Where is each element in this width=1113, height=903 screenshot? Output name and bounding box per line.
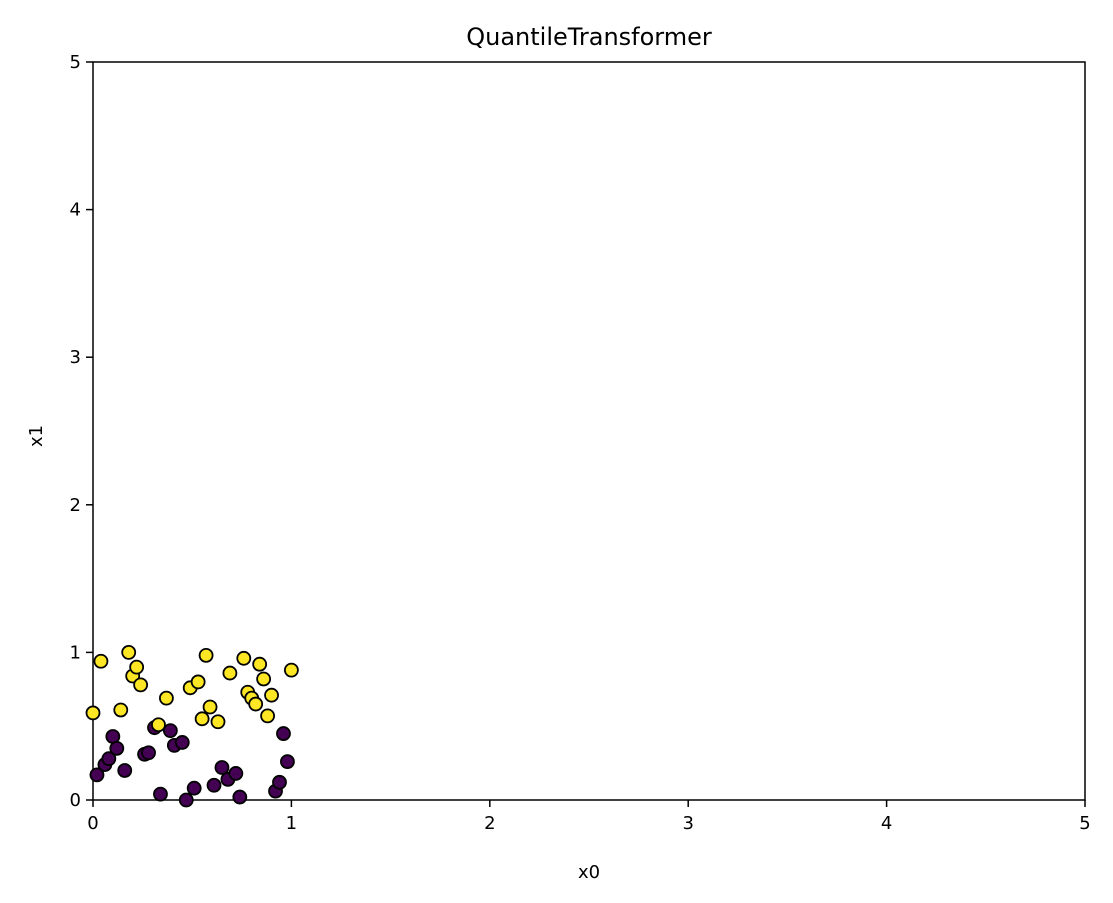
scatter-point-class-0	[109, 740, 125, 756]
scatter-point-class-1	[248, 696, 264, 712]
plot-frame	[92, 61, 1086, 801]
y-axis-ticks: 0 1 2 3 4 5	[70, 52, 93, 811]
scatter-point-class-0	[89, 767, 105, 783]
x-tick-label: 2	[484, 813, 495, 834]
scatter-point-class-1	[113, 702, 129, 718]
scatter-point-class-0	[232, 789, 248, 805]
scatter-point-class-1	[159, 690, 174, 706]
scatter-point-class-0	[153, 786, 168, 802]
scatter-point-class-0	[101, 751, 117, 767]
y-tick-label: 5	[70, 52, 81, 73]
y-tick-label: 1	[70, 642, 81, 663]
y-tick-label: 0	[70, 790, 81, 811]
scatter-point-class-0	[272, 774, 287, 790]
scatter-point-class-0	[178, 792, 194, 808]
scatter-point-class-0	[141, 745, 156, 761]
scatter-point-class-1	[236, 650, 252, 666]
y-tick-label: 3	[70, 347, 81, 368]
scatter-point-class-1	[121, 645, 137, 660]
y-tick-label: 4	[70, 200, 81, 221]
scatter-point-class-0	[276, 726, 291, 741]
y-axis-label: x1	[26, 425, 47, 447]
x-axis-label: x0	[578, 862, 600, 883]
scatter-point-class-1	[260, 708, 275, 724]
scatter-point-class-0	[228, 766, 244, 781]
scatter-point-class-1	[85, 705, 101, 721]
scatter-point-class-1	[129, 659, 145, 675]
scatter-point-class-1	[133, 677, 149, 693]
scatter-point-class-0	[162, 723, 178, 739]
y-tick-label: 2	[70, 495, 81, 516]
x-tick-label: 0	[87, 813, 98, 834]
scatter-point-class-1	[252, 656, 268, 672]
scatter-point-class-1	[198, 647, 214, 663]
scatter-point-class-1	[283, 662, 299, 678]
x-tick-label: 1	[286, 813, 297, 834]
x-tick-label: 5	[1079, 813, 1090, 834]
scatter-point-class-1	[222, 665, 238, 681]
scatter-point-class-0	[280, 754, 295, 770]
chart-title: QuantileTransformer	[466, 23, 712, 51]
scatter-point-class-1	[151, 717, 166, 733]
scatter-point-class-0	[117, 763, 133, 778]
scatter-point-class-1	[256, 671, 272, 687]
scatter-point-class-1	[93, 653, 109, 669]
scatter-point-class-0	[186, 780, 202, 796]
scatter-point-class-0	[206, 777, 222, 793]
scatter-point-class-0	[214, 760, 230, 775]
scatter-point-class-1	[202, 699, 218, 715]
x-tick-label: 3	[682, 813, 693, 834]
scatter-point-class-1	[210, 714, 226, 730]
x-tick-label: 4	[881, 813, 892, 834]
scatter-point-class-1	[190, 674, 206, 690]
scatter-point-class-1	[264, 687, 279, 703]
x-axis-ticks: 0 1 2 3 4 5	[87, 800, 1091, 834]
scatter-point-class-0	[174, 735, 190, 750]
scatter-point-class-1	[194, 711, 210, 727]
data-points	[85, 645, 299, 808]
